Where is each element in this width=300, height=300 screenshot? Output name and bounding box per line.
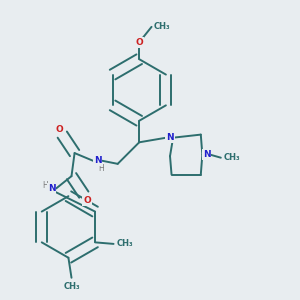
Text: N: N [48,184,55,193]
Text: N: N [94,156,101,165]
Text: O: O [135,38,143,47]
Text: CH₃: CH₃ [117,239,133,248]
Text: CH₃: CH₃ [224,153,241,162]
Text: O: O [55,124,63,134]
Text: N: N [203,150,211,159]
Text: CH₃: CH₃ [154,22,171,32]
Text: O: O [83,196,91,205]
Text: CH₃: CH₃ [63,282,80,291]
Text: N: N [166,133,174,142]
Text: H: H [42,181,48,190]
Text: H: H [98,164,103,173]
